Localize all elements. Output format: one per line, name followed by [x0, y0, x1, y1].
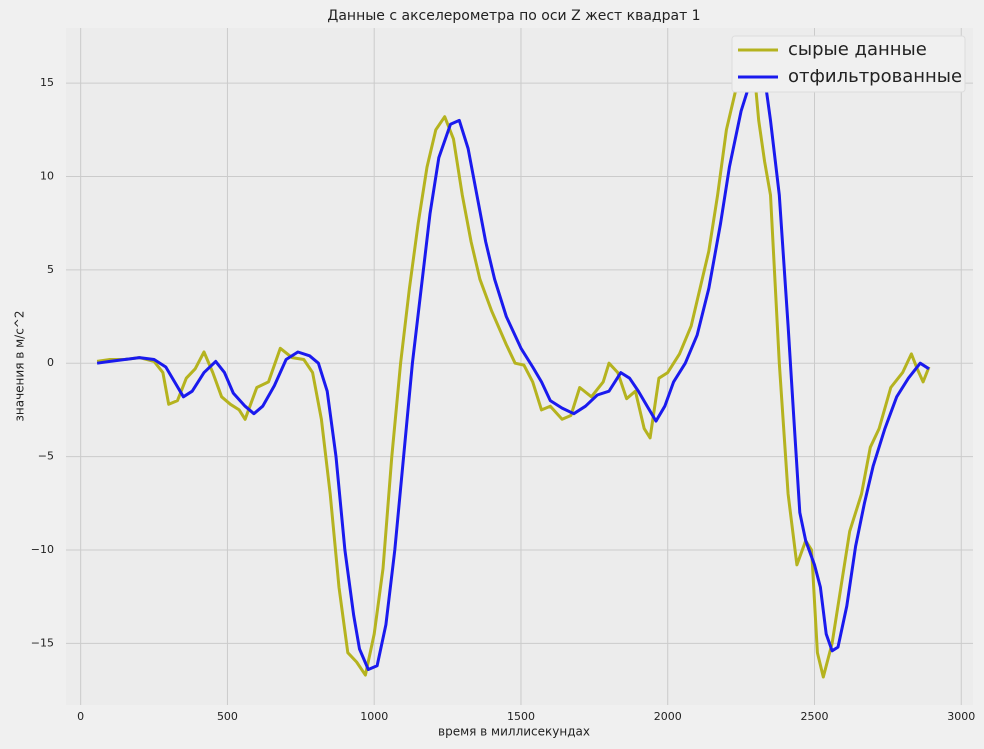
line-series [96, 55, 931, 679]
y-tick-label: −10 [31, 543, 54, 556]
x-tick-label: 1000 [360, 710, 388, 723]
x-tick-label: 2000 [654, 710, 682, 723]
y-tick-label: 15 [40, 76, 54, 89]
legend-label: сырые данные [788, 39, 927, 60]
line-series [96, 64, 930, 671]
x-tick-label: 1500 [507, 710, 535, 723]
y-tick-label: 0 [47, 356, 54, 369]
y-axis-label: значения в м/с^2 [13, 311, 27, 422]
y-tick-label: 10 [40, 169, 54, 182]
y-tick-label: −5 [38, 450, 54, 463]
x-tick-label: 3000 [947, 710, 975, 723]
legend-label: отфильтрованные [788, 66, 962, 87]
x-tick-label: 0 [77, 710, 84, 723]
y-tick-label: −15 [31, 636, 54, 649]
x-tick-label: 500 [217, 710, 238, 723]
chart-title: Данные с акселерометра по оси Z жест ква… [327, 8, 700, 24]
x-tick-label: 2500 [800, 710, 828, 723]
y-tick-label: 5 [47, 263, 54, 276]
x-axis-label: время в миллисекундах [438, 725, 590, 739]
legend-box [731, 35, 966, 93]
